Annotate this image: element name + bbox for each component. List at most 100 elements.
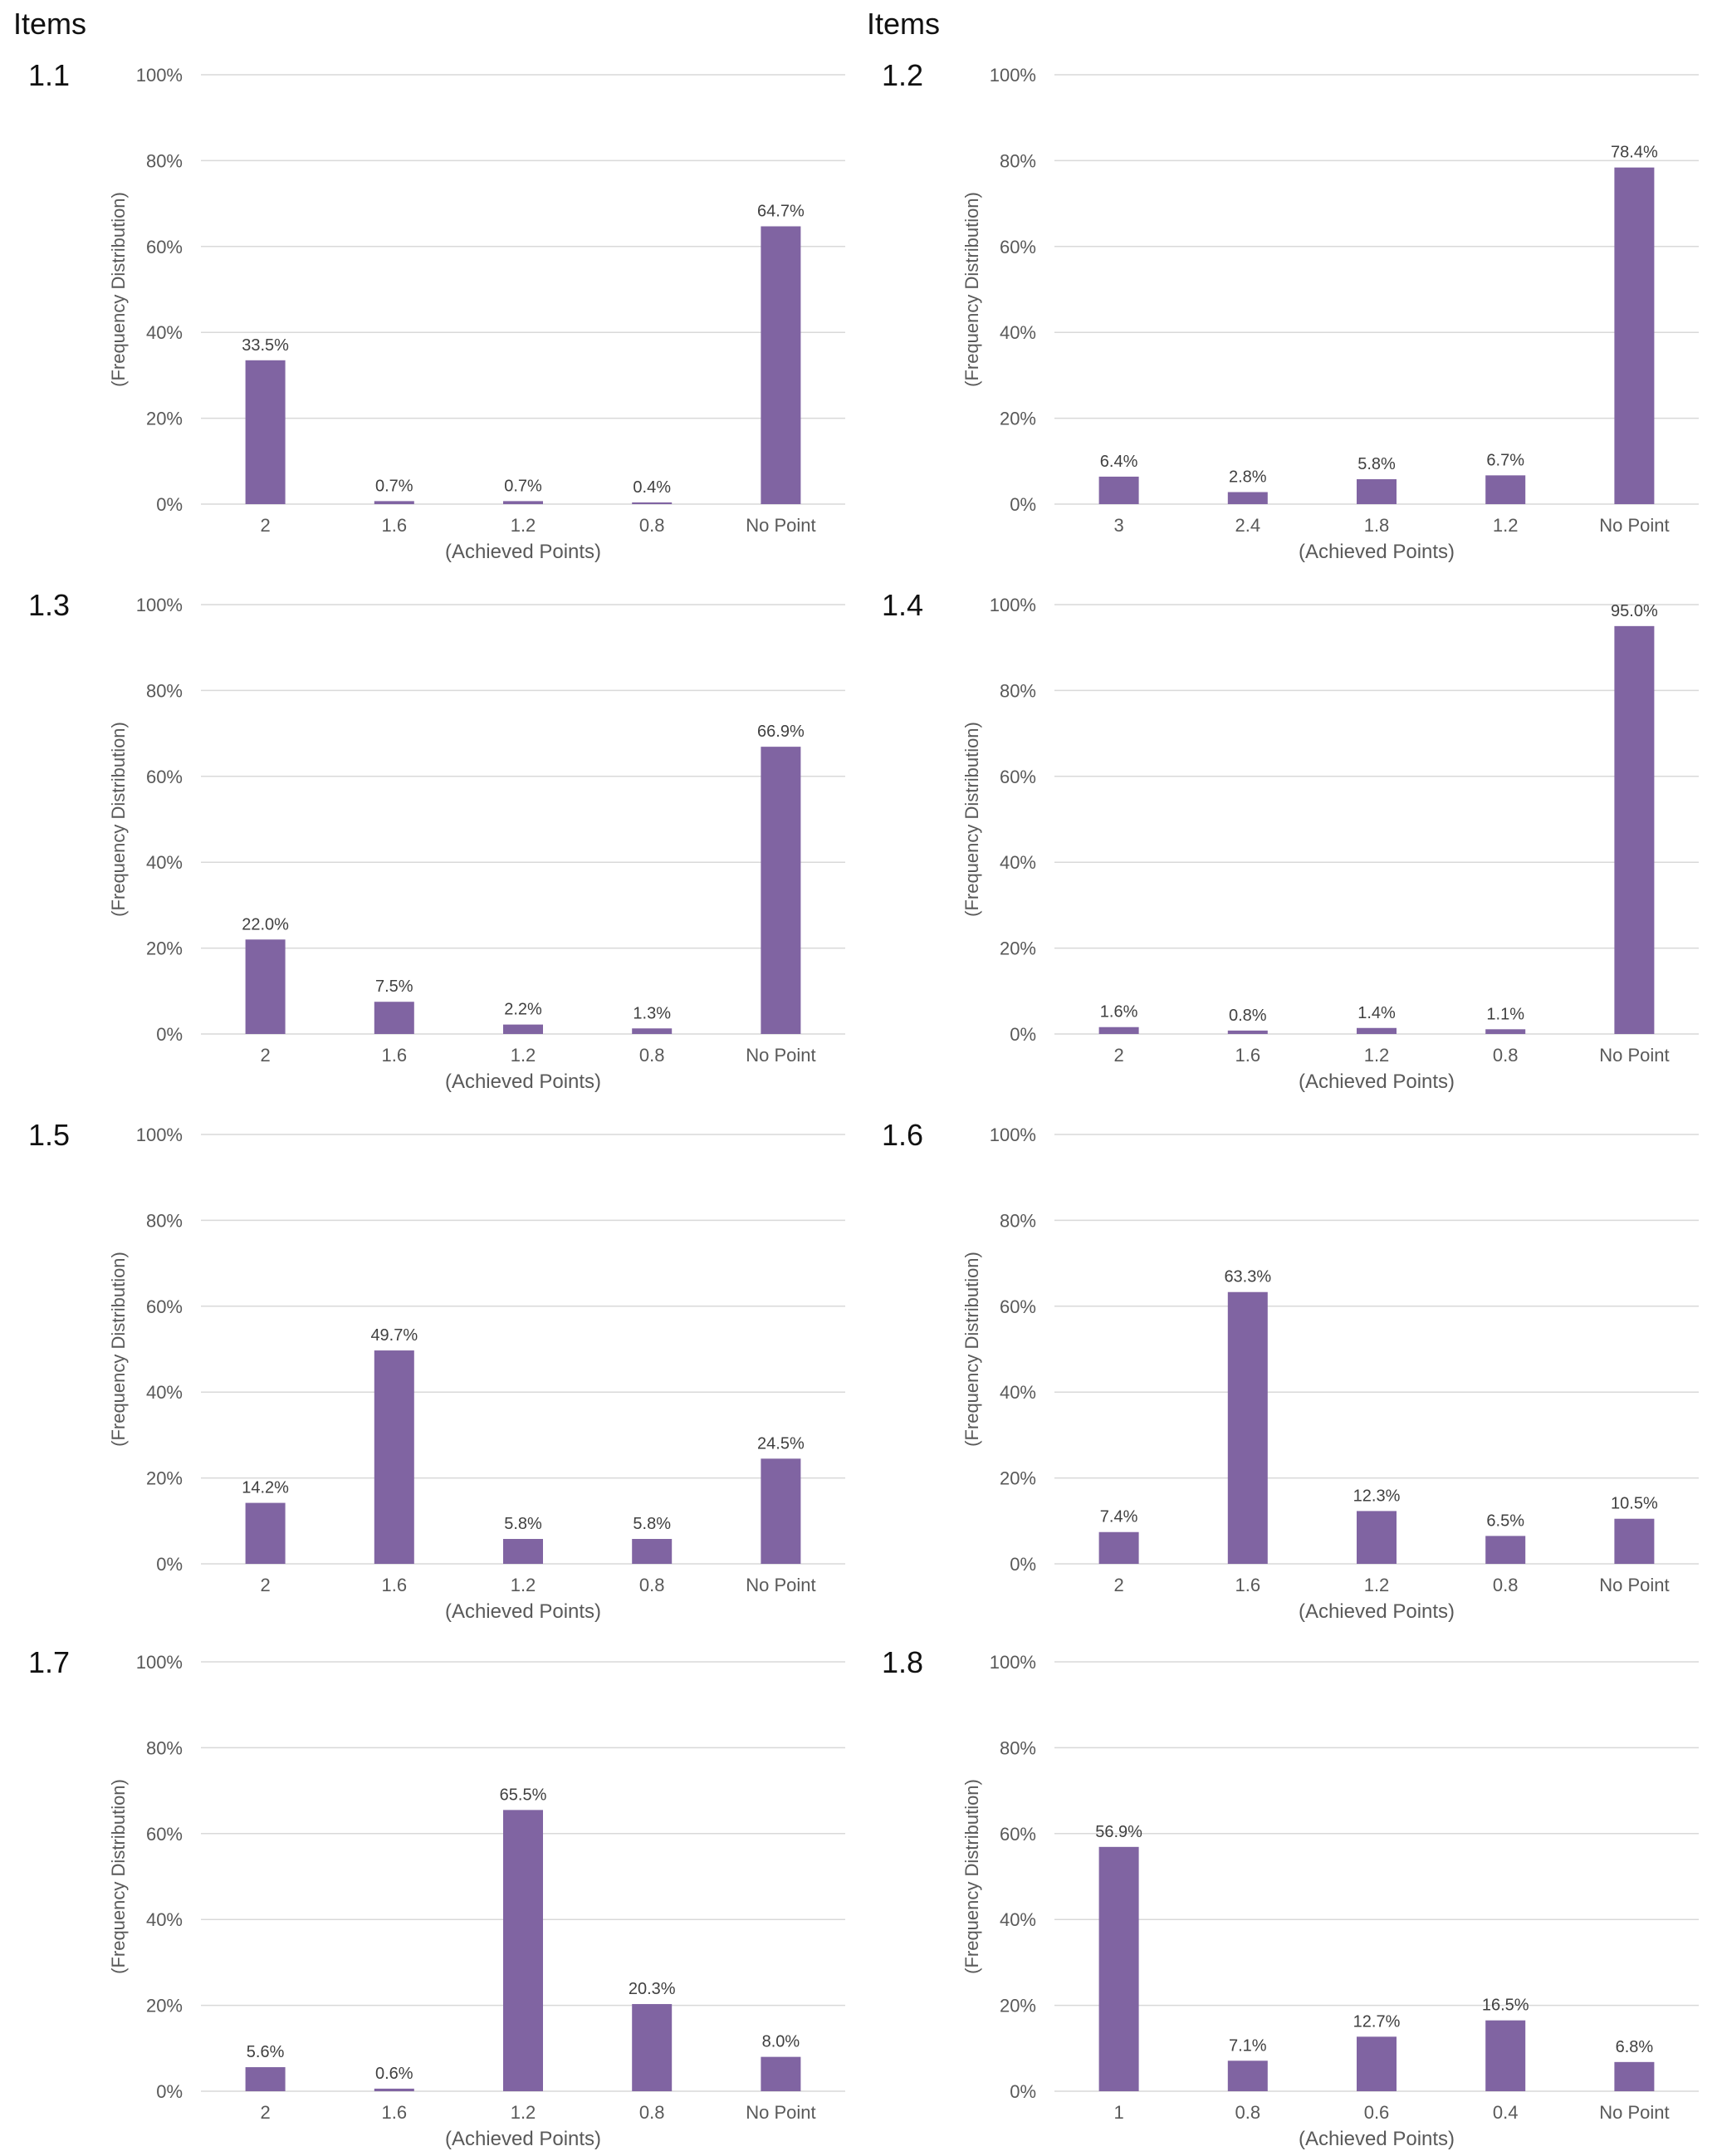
- y-tick-label-1-6: 80%: [1000, 1210, 1036, 1231]
- items-title-right: Items: [867, 7, 941, 41]
- x-tick-label-1-2-4: 1.2: [1493, 515, 1519, 536]
- bar-1-5-3: [503, 1539, 543, 1564]
- bar-1-1-1: [245, 360, 286, 504]
- data-label-1-3-4: 1.3%: [633, 1004, 671, 1022]
- y-tick-label-1-3: 40%: [146, 852, 183, 873]
- x-tick-label-1-1-2: 1.6: [382, 515, 408, 536]
- y-tick-label-1-8: 100%: [990, 1652, 1036, 1673]
- y-axis-title-1-6: (Frequency Distribution): [961, 1252, 982, 1447]
- y-tick-label-1-6: 60%: [1000, 1296, 1036, 1317]
- x-tick-label-1-6-2: 1.6: [1235, 1575, 1261, 1595]
- y-tick-label-1-4: 100%: [990, 595, 1036, 615]
- data-label-1-2-4: 6.7%: [1486, 451, 1524, 469]
- y-tick-label-1-3: 80%: [146, 680, 183, 701]
- x-tick-label-1-3-4: 0.8: [639, 1045, 665, 1066]
- chart-id-1-2: 1.2: [882, 58, 924, 92]
- y-tick-label-1-2: 20%: [1000, 409, 1036, 429]
- chart-id-1-6: 1.6: [882, 1118, 924, 1152]
- bar-1-6-4: [1485, 1536, 1526, 1564]
- y-tick-label-1-5: 20%: [146, 1468, 183, 1489]
- bar-1-5-5: [761, 1458, 801, 1564]
- chart-id-1-3: 1.3: [28, 588, 71, 622]
- y-tick-label-1-8: 0%: [1010, 2081, 1036, 2102]
- x-tick-label-1-4-1: 2: [1113, 1045, 1123, 1066]
- data-label-1-5-4: 5.8%: [633, 1515, 671, 1533]
- y-tick-label-1-4: 80%: [1000, 680, 1036, 701]
- data-label-1-7-2: 0.6%: [375, 2065, 413, 2083]
- data-label-1-6-2: 63.3%: [1224, 1268, 1271, 1286]
- x-tick-label-1-7-1: 2: [260, 2102, 270, 2123]
- y-tick-label-1-6: 40%: [1000, 1382, 1036, 1403]
- y-tick-label-1-3: 20%: [146, 938, 183, 959]
- bar-1-4-1: [1098, 1027, 1139, 1034]
- bar-1-3-1: [245, 939, 286, 1034]
- y-tick-label-1-2: 100%: [990, 65, 1036, 86]
- bar-1-2-1: [1098, 476, 1139, 504]
- x-tick-label-1-4-3: 1.2: [1364, 1045, 1390, 1066]
- y-axis-title-1-7: (Frequency Distribution): [108, 1779, 129, 1974]
- y-tick-label-1-5: 40%: [146, 1382, 183, 1403]
- x-tick-label-1-1-5: No Point: [746, 515, 815, 536]
- y-tick-label-1-5: 100%: [136, 1125, 183, 1145]
- data-label-1-4-1: 1.6%: [1100, 1003, 1138, 1022]
- bar-1-7-3: [503, 1810, 543, 2091]
- y-tick-label-1-4: 0%: [1010, 1024, 1036, 1045]
- bar-1-3-5: [761, 747, 801, 1034]
- y-tick-label-1-1: 0%: [156, 494, 183, 515]
- data-label-1-1-1: 33.5%: [242, 336, 289, 355]
- y-tick-label-1-5: 60%: [146, 1296, 183, 1317]
- bar-1-6-1: [1098, 1531, 1139, 1564]
- bar-1-8-5: [1614, 2061, 1655, 2091]
- x-tick-label-1-3-5: No Point: [746, 1045, 815, 1066]
- bar-1-8-4: [1485, 2020, 1526, 2091]
- data-label-1-4-3: 1.4%: [1357, 1004, 1396, 1022]
- x-tick-label-1-2-2: 2.4: [1235, 515, 1261, 536]
- data-label-1-1-3: 0.7%: [504, 477, 542, 495]
- y-tick-label-1-5: 0%: [156, 1554, 183, 1575]
- data-label-1-8-4: 16.5%: [1482, 1997, 1529, 2015]
- data-label-1-3-1: 22.0%: [242, 915, 289, 933]
- bar-1-4-2: [1227, 1030, 1268, 1034]
- y-tick-label-1-4: 20%: [1000, 938, 1036, 959]
- x-tick-label-1-7-4: 0.8: [639, 2102, 665, 2123]
- data-label-1-5-3: 5.8%: [504, 1515, 542, 1533]
- y-tick-label-1-5: 80%: [146, 1210, 183, 1231]
- data-label-1-2-1: 6.4%: [1100, 453, 1138, 471]
- data-label-1-8-1: 56.9%: [1095, 1823, 1142, 1841]
- x-axis-title-1-8: (Achieved Points): [1299, 2128, 1455, 2150]
- data-label-1-1-4: 0.4%: [633, 478, 671, 497]
- y-tick-label-1-1: 20%: [146, 409, 183, 429]
- x-axis-title-1-4: (Achieved Points): [1299, 1071, 1455, 1093]
- data-label-1-7-1: 5.6%: [247, 2043, 285, 2061]
- bar-1-2-3: [1357, 479, 1397, 504]
- x-tick-label-1-1-1: 2: [260, 515, 270, 536]
- data-label-1-3-2: 7.5%: [375, 978, 413, 996]
- y-tick-label-1-1: 80%: [146, 150, 183, 171]
- data-label-1-6-1: 7.4%: [1100, 1508, 1138, 1526]
- x-tick-label-1-8-3: 0.6: [1364, 2102, 1390, 2123]
- y-tick-label-1-7: 60%: [146, 1824, 183, 1845]
- data-label-1-8-3: 12.7%: [1353, 2012, 1401, 2031]
- data-label-1-7-5: 8.0%: [762, 2033, 800, 2051]
- bar-1-7-4: [632, 2004, 673, 2091]
- x-tick-label-1-7-5: No Point: [746, 2102, 815, 2123]
- bar-1-8-2: [1227, 2060, 1268, 2091]
- bar-1-3-4: [632, 1028, 673, 1034]
- data-label-1-4-2: 0.8%: [1229, 1007, 1267, 1025]
- data-label-1-1-5: 64.7%: [757, 203, 805, 221]
- bar-1-7-5: [761, 2056, 801, 2091]
- bar-1-2-2: [1227, 492, 1268, 504]
- y-tick-label-1-6: 20%: [1000, 1468, 1036, 1489]
- x-tick-label-1-6-4: 0.8: [1493, 1575, 1519, 1595]
- x-tick-label-1-1-3: 1.2: [511, 515, 536, 536]
- data-label-1-1-2: 0.7%: [375, 477, 413, 495]
- y-axis-title-1-3: (Frequency Distribution): [108, 722, 129, 917]
- y-axis-title-1-2: (Frequency Distribution): [961, 192, 982, 387]
- x-tick-label-1-5-2: 1.6: [382, 1575, 408, 1595]
- y-tick-label-1-8: 40%: [1000, 1909, 1036, 1930]
- y-tick-label-1-6: 0%: [1010, 1554, 1036, 1575]
- y-tick-label-1-3: 100%: [136, 595, 183, 615]
- x-tick-label-1-3-3: 1.2: [511, 1045, 536, 1066]
- y-tick-label-1-2: 60%: [1000, 237, 1036, 257]
